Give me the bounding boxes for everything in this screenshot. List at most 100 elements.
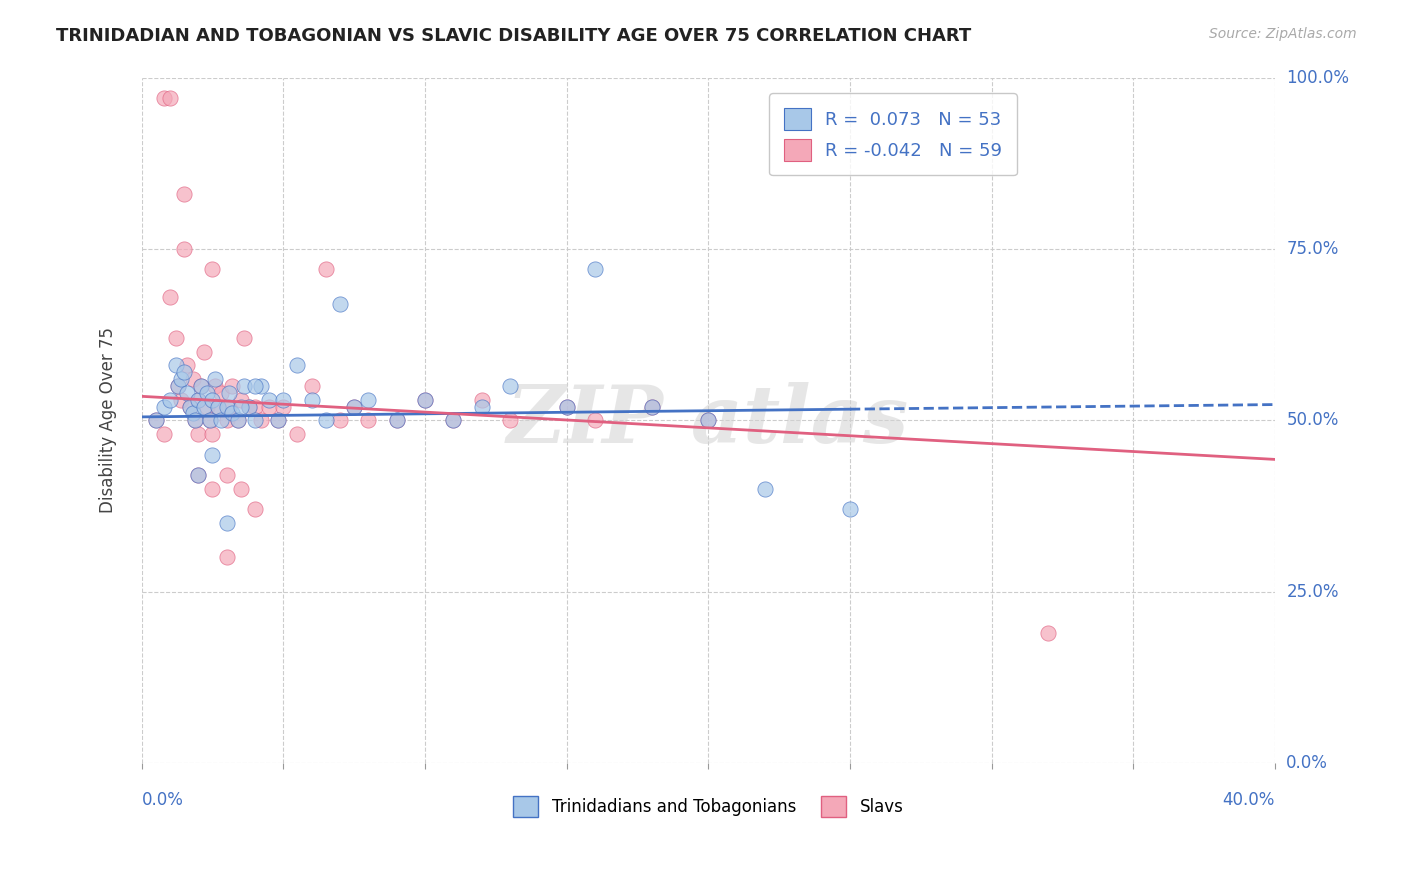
Point — [195, 400, 218, 414]
Point — [193, 344, 215, 359]
Point — [238, 400, 260, 414]
Point — [165, 331, 187, 345]
Point — [413, 392, 436, 407]
Point — [209, 413, 232, 427]
Point — [190, 379, 212, 393]
Point — [232, 331, 254, 345]
Point — [165, 359, 187, 373]
Point — [441, 413, 464, 427]
Point — [204, 372, 226, 386]
Point — [167, 379, 190, 393]
Point — [640, 400, 662, 414]
Point — [226, 413, 249, 427]
Point — [179, 400, 201, 414]
Point — [153, 91, 176, 105]
Point — [839, 502, 862, 516]
Text: 25.0%: 25.0% — [1286, 582, 1339, 600]
Point — [176, 359, 198, 373]
Point — [273, 400, 295, 414]
Point — [243, 379, 266, 393]
Point — [204, 379, 226, 393]
Point — [266, 413, 288, 427]
Point — [243, 502, 266, 516]
Point — [266, 413, 288, 427]
Point — [187, 427, 209, 442]
Point — [249, 379, 271, 393]
Point — [170, 392, 193, 407]
Point — [201, 448, 224, 462]
Point — [195, 385, 218, 400]
Point — [273, 392, 295, 407]
Point — [226, 413, 249, 427]
Point — [301, 379, 323, 393]
Point — [471, 392, 494, 407]
Point — [499, 413, 522, 427]
Point — [201, 427, 224, 442]
Point — [287, 359, 309, 373]
Point — [329, 413, 352, 427]
Point — [385, 413, 408, 427]
Point — [555, 400, 578, 414]
Point — [754, 482, 776, 496]
Point — [215, 400, 238, 414]
Point — [209, 385, 232, 400]
Point — [145, 413, 167, 427]
Point — [153, 427, 176, 442]
Point — [583, 262, 606, 277]
Text: 40.0%: 40.0% — [1223, 790, 1275, 808]
Point — [187, 392, 209, 407]
Point — [499, 379, 522, 393]
Point — [229, 482, 252, 496]
Point — [215, 413, 238, 427]
Point — [441, 413, 464, 427]
Point — [159, 91, 181, 105]
Point — [413, 392, 436, 407]
Point — [257, 400, 280, 414]
Point — [229, 400, 252, 414]
Text: ZIP atlas: ZIP atlas — [508, 382, 910, 459]
Point — [343, 400, 366, 414]
Point — [190, 379, 212, 393]
Point — [583, 413, 606, 427]
Text: 0.0%: 0.0% — [1286, 754, 1329, 772]
Point — [187, 468, 209, 483]
Point — [1038, 625, 1060, 640]
Point — [181, 407, 204, 421]
Point — [229, 392, 252, 407]
Point — [173, 365, 195, 379]
Point — [243, 400, 266, 414]
Point — [198, 413, 221, 427]
Point — [257, 392, 280, 407]
Text: 75.0%: 75.0% — [1286, 240, 1339, 258]
Point — [315, 262, 337, 277]
Point — [207, 400, 229, 414]
Point — [218, 385, 240, 400]
Point — [184, 413, 207, 427]
Point — [181, 372, 204, 386]
Point — [201, 482, 224, 496]
Point — [193, 400, 215, 414]
Point — [232, 379, 254, 393]
Point — [201, 392, 224, 407]
Point — [159, 392, 181, 407]
Point — [187, 392, 209, 407]
Legend: Trinidadians and Tobagonians, Slavs: Trinidadians and Tobagonians, Slavs — [506, 789, 910, 823]
Point — [697, 413, 720, 427]
Point — [243, 413, 266, 427]
Text: 100.0%: 100.0% — [1286, 69, 1350, 87]
Point — [301, 392, 323, 407]
Point — [167, 379, 190, 393]
Point — [207, 400, 229, 414]
Point — [357, 392, 380, 407]
Point — [215, 550, 238, 565]
Point — [176, 385, 198, 400]
Point — [179, 400, 201, 414]
Point — [238, 400, 260, 414]
Point — [221, 407, 243, 421]
Point — [471, 400, 494, 414]
Point — [198, 413, 221, 427]
Point — [697, 413, 720, 427]
Text: 0.0%: 0.0% — [142, 790, 184, 808]
Point — [173, 187, 195, 202]
Point — [385, 413, 408, 427]
